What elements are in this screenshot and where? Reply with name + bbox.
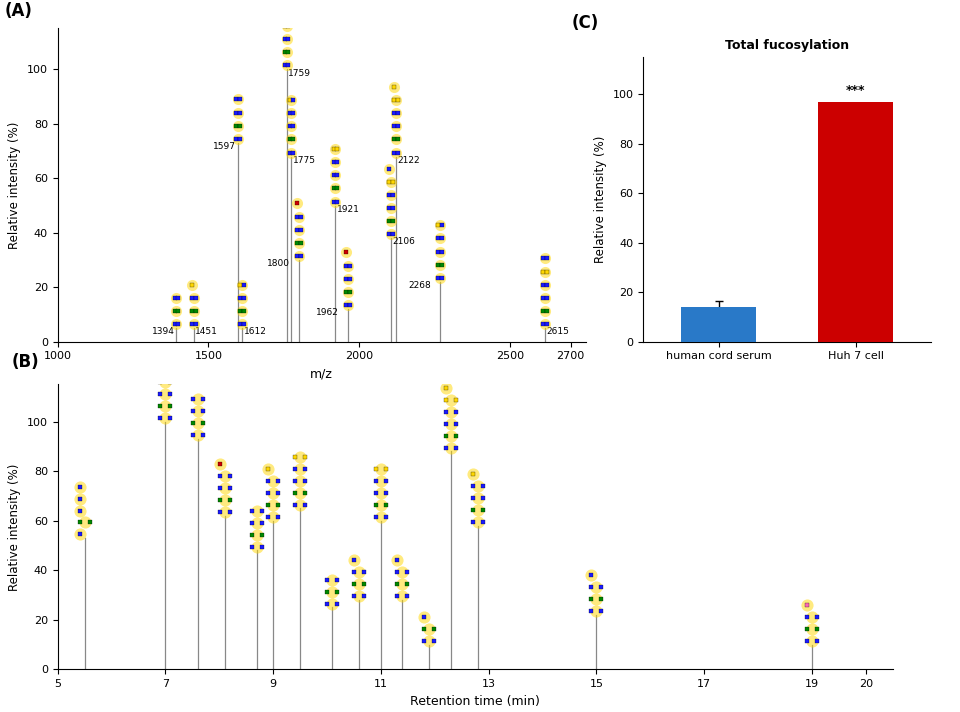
Text: (C): (C) [571,14,598,33]
Text: (B): (B) [12,353,39,372]
Text: 1921: 1921 [337,205,360,214]
Text: 1759: 1759 [288,68,311,78]
Text: 2106: 2106 [393,237,416,246]
Y-axis label: Relative intensity (%): Relative intensity (%) [594,136,607,263]
Text: 2268: 2268 [408,281,431,290]
Text: 1597: 1597 [213,142,236,151]
Text: 2122: 2122 [397,156,420,164]
Text: (A): (A) [5,2,33,20]
Title: Total fucosylation: Total fucosylation [725,38,850,52]
Bar [681,307,756,342]
X-axis label: Retention time (min): Retention time (min) [410,695,540,708]
Text: 2615: 2615 [546,328,569,336]
Text: 1612: 1612 [244,328,267,336]
X-axis label: m/z: m/z [310,367,333,380]
Text: 1394: 1394 [152,328,175,336]
Text: 1775: 1775 [293,156,316,164]
Text: 1451: 1451 [195,328,218,336]
Text: ***: *** [846,83,866,97]
Y-axis label: Relative intensity (%): Relative intensity (%) [9,122,21,248]
Text: 1962: 1962 [316,308,339,318]
Text: 1800: 1800 [267,259,290,268]
Bar [818,102,894,342]
Y-axis label: Relative intensity (%): Relative intensity (%) [9,464,21,590]
